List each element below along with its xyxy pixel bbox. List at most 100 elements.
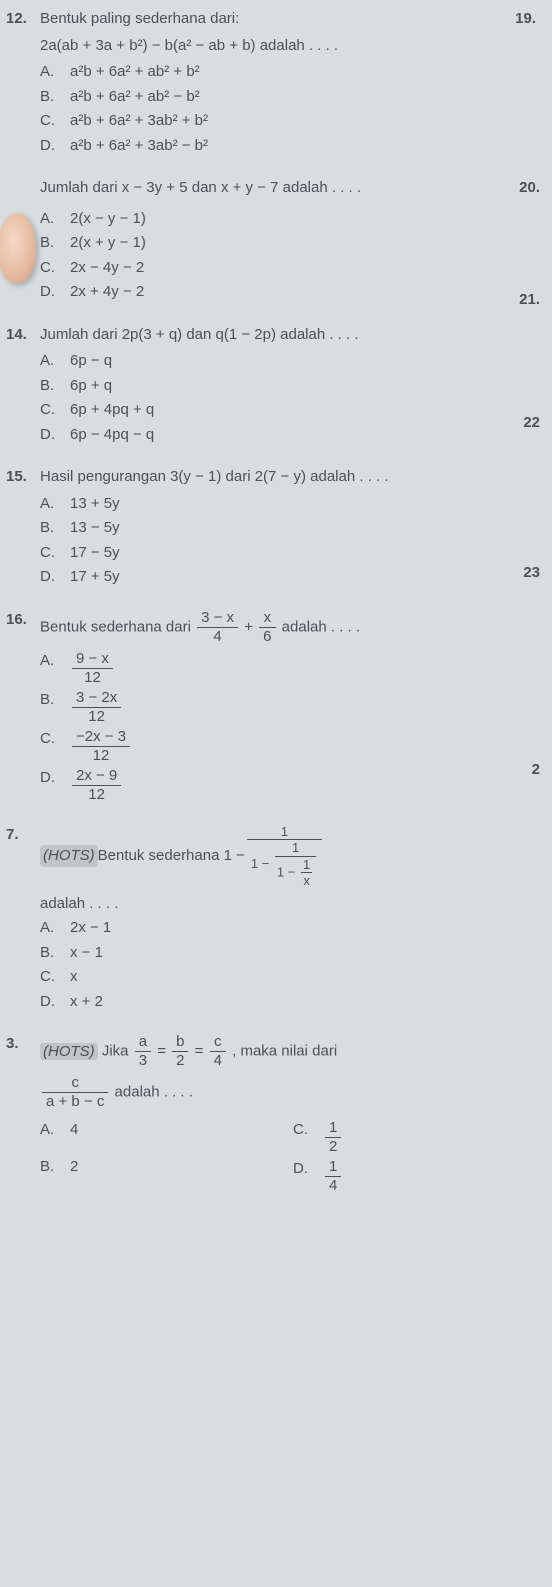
q12-b-text: a²b + 6a² + ab² − b² <box>70 86 200 109</box>
question-14: 14. Jumlah dari 2p(3 + q) dan q(1 − 2p) … <box>6 324 546 449</box>
q18-main-frac: ca + b − c <box>42 1074 108 1111</box>
question-18: 3. (HOTS) Jika a3 = b2 = c4 , maka nilai… <box>6 1033 546 1197</box>
label-d: D. <box>40 281 70 304</box>
label-d: D. <box>40 424 70 447</box>
label-c: C. <box>40 542 70 565</box>
q15-option-b: B.13 − 5y <box>40 517 546 540</box>
q16-b-frac: 3 − 2x12 <box>72 689 121 726</box>
label-b: B. <box>40 86 70 109</box>
q18-text: (HOTS) Jika a3 = b2 = c4 , maka nilai da… <box>40 1033 546 1070</box>
q14-text: Jumlah dari 2p(3 + q) dan q(1 − 2p) adal… <box>40 324 546 347</box>
q17-b-text: x − 1 <box>70 942 103 965</box>
q14-c-text: 6p + 4pq + q <box>70 399 154 422</box>
q15-d-text: 17 + 5y <box>70 566 120 589</box>
q18-eq1: = <box>157 1043 170 1060</box>
q12-text-1: Bentuk paling sederhana dari: <box>40 8 546 31</box>
q18-c-frac: 12 <box>325 1119 341 1156</box>
q14-b-text: 6p + q <box>70 375 112 398</box>
q14-d-text: 6p − 4pq − q <box>70 424 154 447</box>
label-b: B. <box>40 689 70 712</box>
q16-frac1: 3 − x4 <box>197 609 238 646</box>
q14-option-a: A.6p − q <box>40 350 546 373</box>
q17-number: 7. <box>6 824 40 847</box>
side-number-2: 2 <box>532 759 540 782</box>
q16-frac2: x6 <box>259 609 275 646</box>
label-a: A. <box>40 350 70 373</box>
q12-d-text: a²b + 6a² + 3ab² − b² <box>70 135 208 158</box>
q17-adalah: adalah . . . . <box>40 893 546 916</box>
q15-b-text: 13 − 5y <box>70 517 120 540</box>
q13-option-d: D.2x + 4y − 2 <box>40 281 546 304</box>
q16-pre: Bentuk sederhana dari <box>40 618 195 635</box>
label-a: A. <box>40 493 70 516</box>
q18-option-a: A.4 <box>40 1119 293 1142</box>
q14-number: 14. <box>6 324 40 347</box>
q15-option-c: C.17 − 5y <box>40 542 546 565</box>
q14-option-d: D.6p − 4pq − q <box>40 424 546 447</box>
q13-d-text: 2x + 4y − 2 <box>70 281 144 304</box>
q16-text: Bentuk sederhana dari 3 − x4 + x6 adalah… <box>40 609 546 646</box>
q12-c-text: a²b + 6a² + 3ab² + b² <box>70 110 208 133</box>
q13-option-c: C.2x − 4y − 2 <box>40 257 546 280</box>
q17-a-text: 2x − 1 <box>70 917 111 940</box>
q18-f1: a3 <box>135 1033 151 1070</box>
label-a: A. <box>40 650 70 673</box>
label-c: C. <box>40 399 70 422</box>
side-number-23: 23 <box>523 562 540 585</box>
hots-badge: (HOTS) <box>40 845 98 868</box>
q18-adalah: adalah . . . . <box>115 1084 193 1101</box>
label-d: D. <box>40 991 70 1014</box>
q12-option-b: B.a²b + 6a² + ab² − b² <box>40 86 546 109</box>
q18-mainfrac-row: ca + b − c adalah . . . . <box>40 1074 546 1111</box>
q13-c-text: 2x − 4y − 2 <box>70 257 144 280</box>
question-17: 7. (HOTS) Bentuk sederhana 1 − 1 1 − 11 … <box>6 824 546 1016</box>
q13-a-text: 2(x − y − 1) <box>70 208 146 231</box>
q16-option-d: D.2x − 912 <box>40 767 546 804</box>
q18-b-text: 2 <box>70 1156 78 1179</box>
q16-option-b: B.3 − 2x12 <box>40 689 546 726</box>
q18-f2: b2 <box>172 1033 188 1070</box>
q16-post: adalah . . . . <box>282 618 360 635</box>
side-number-20: 20. <box>519 177 540 200</box>
q13-option-b: B.2(x + y − 1) <box>40 232 546 255</box>
label-d: D. <box>293 1158 323 1181</box>
label-c: C. <box>40 110 70 133</box>
q18-option-b: B.2 <box>40 1156 293 1179</box>
q15-number: 15. <box>6 466 40 489</box>
q15-c-text: 17 − 5y <box>70 542 120 565</box>
q12-option-d: D.a²b + 6a² + 3ab² − b² <box>40 135 546 158</box>
question-15: 15. Hasil pengurangan 3(y − 1) dari 2(7 … <box>6 466 546 591</box>
label-a: A. <box>40 61 70 84</box>
q16-option-c: C.−2x − 312 <box>40 728 546 765</box>
q12-text-2: 2a(ab + 3a + b²) − b(a² − ab + b) adalah… <box>40 35 546 58</box>
question-16: 16. Bentuk sederhana dari 3 − x4 + x6 ad… <box>6 609 546 806</box>
q15-text: Hasil pengurangan 3(y − 1) dari 2(7 − y)… <box>40 466 546 489</box>
q15-a-text: 13 + 5y <box>70 493 120 516</box>
q16-d-frac: 2x − 912 <box>72 767 121 804</box>
q12-option-a: A.a²b + 6a² + ab² + b² <box>40 61 546 84</box>
q18-jika: Jika <box>102 1043 133 1060</box>
q15-option-d: D.17 + 5y <box>40 566 546 589</box>
q12-a-text: a²b + 6a² + ab² + b² <box>70 61 200 84</box>
q15-option-a: A.13 + 5y <box>40 493 546 516</box>
q17-option-d: D.x + 2 <box>40 991 546 1014</box>
label-b: B. <box>40 375 70 398</box>
q16-number: 16. <box>6 609 40 632</box>
label-c: C. <box>293 1119 323 1142</box>
q17-option-b: B.x − 1 <box>40 942 546 965</box>
q18-f3: c4 <box>210 1033 226 1070</box>
q12-number: 12. <box>6 8 40 31</box>
q16-plus: + <box>244 618 257 635</box>
label-c: C. <box>40 966 70 989</box>
label-a: A. <box>40 917 70 940</box>
q12-option-c: C.a²b + 6a² + 3ab² + b² <box>40 110 546 133</box>
q14-option-c: C.6p + 4pq + q <box>40 399 546 422</box>
q17-c-text: x <box>70 966 78 989</box>
label-c: C. <box>40 257 70 280</box>
label-b: B. <box>40 1156 70 1179</box>
label-b: B. <box>40 517 70 540</box>
side-number-22: 22 <box>523 412 540 435</box>
q18-number: 3. <box>6 1033 40 1056</box>
q17-option-a: A.2x − 1 <box>40 917 546 940</box>
q18-option-c: C.12 <box>293 1119 546 1156</box>
